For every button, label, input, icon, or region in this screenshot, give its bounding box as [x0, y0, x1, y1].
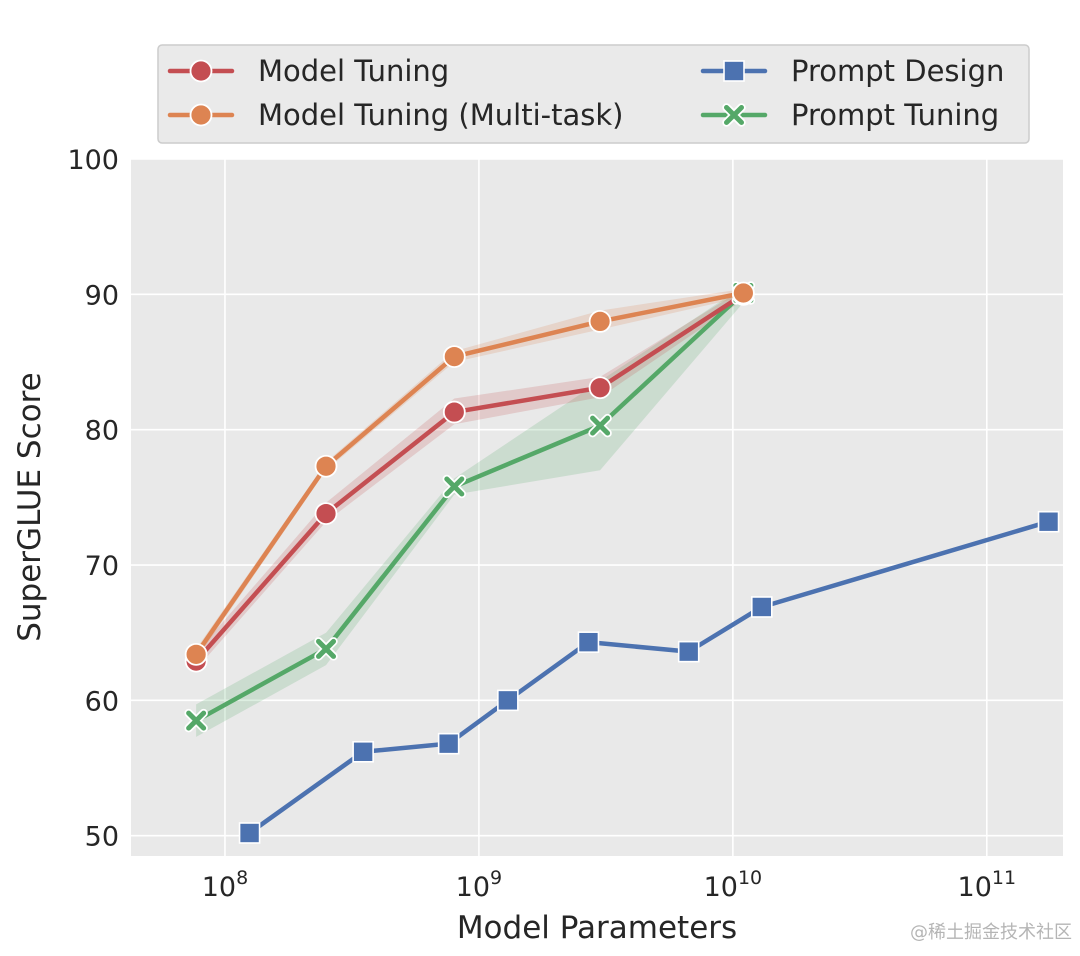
point-prompt-design-2	[437, 732, 460, 755]
line-prompt-design	[247, 519, 1051, 836]
point-prompt-design-6	[750, 596, 773, 618]
point-model-tuning-multi-task-1	[314, 454, 338, 478]
band-prompt-tuning	[196, 286, 744, 737]
y-tick-50: 50	[85, 822, 119, 853]
y-axis-title: SuperGLUE Score	[12, 372, 48, 642]
point-prompt-design-7	[1037, 510, 1060, 533]
point-prompt-design-0	[238, 822, 261, 844]
x-tick-11: 1011	[958, 867, 1017, 903]
grid-lines	[131, 158, 1063, 856]
legend-marker-prompt-design	[723, 60, 745, 82]
series-markers	[184, 281, 1060, 844]
point-model-tuning-2	[442, 400, 466, 424]
x-axis-title: Model Parameters	[457, 910, 737, 946]
point-prompt-tuning-2	[442, 474, 467, 499]
legend-marker-model-tuning	[189, 59, 213, 83]
legend-marker-prompt-tuning	[722, 103, 746, 127]
legend: Model Tuning Model Tuning (Multi-task) Pro…	[157, 44, 1030, 144]
point-prompt-design-4	[577, 631, 600, 653]
y-tick-100: 100	[67, 145, 119, 176]
point-model-tuning-1	[314, 502, 338, 525]
point-prompt-tuning-1	[314, 637, 338, 661]
y-tick-60: 60	[85, 686, 119, 717]
x-tick-9: 109	[456, 867, 502, 903]
point-model-tuning-multi-task-2	[442, 345, 466, 368]
point-prompt-tuning-3	[588, 413, 612, 438]
legend-label-model-tuning: Model Tuning	[258, 54, 449, 88]
x-tick-labels: 108 109 1010 1011	[202, 867, 1016, 903]
watermark: @稀土掘金技术社区	[910, 922, 1072, 943]
legend-item-prompt-tuning: Prompt Tuning	[700, 98, 999, 132]
legend-items: Model Tuning Model Tuning (Multi-task) Pro…	[167, 54, 1004, 132]
legend-marker-model-tuning-multi-task	[189, 103, 213, 127]
legend-item-model-tuning: Model Tuning	[167, 54, 449, 88]
legend-label-model-tuning-multi-task: Model Tuning (Multi-task)	[258, 98, 623, 132]
point-model-tuning-multi-task-3	[588, 310, 612, 333]
point-model-tuning-multi-task-0	[184, 642, 208, 666]
point-prompt-design-5	[677, 640, 700, 663]
point-model-tuning-multi-task-4	[731, 281, 755, 305]
point-prompt-design-3	[497, 689, 519, 712]
point-model-tuning-3	[588, 376, 612, 400]
legend-label-prompt-design: Prompt Design	[791, 54, 1004, 88]
x-tick-10: 1010	[704, 867, 763, 903]
y-tick-labels: 50 60 70 80 90 100	[67, 145, 119, 853]
y-tick-90: 90	[85, 280, 119, 311]
legend-label-prompt-tuning: Prompt Tuning	[791, 98, 999, 132]
plot-area	[131, 159, 1063, 856]
y-tick-80: 80	[85, 416, 119, 447]
point-prompt-tuning-0	[184, 708, 208, 733]
x-tick-8: 108	[202, 867, 248, 903]
legend-box	[157, 44, 1030, 144]
legend-item-prompt-design: Prompt Design	[700, 54, 1004, 88]
point-prompt-design-1	[352, 740, 374, 763]
y-tick-70: 70	[85, 551, 119, 582]
legend-item-model-tuning-multi-task: Model Tuning (Multi-task)	[167, 98, 623, 132]
